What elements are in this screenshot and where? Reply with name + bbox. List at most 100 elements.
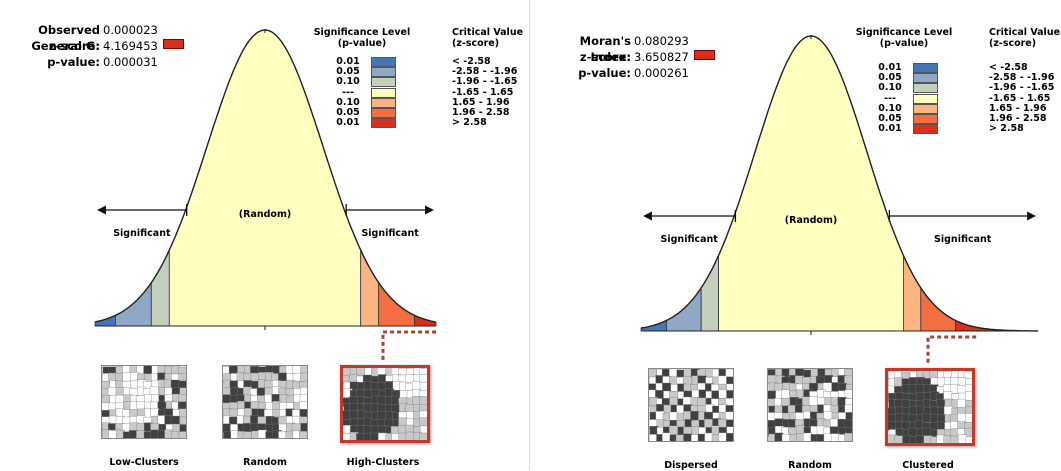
map-polygon: [844, 389, 852, 399]
map-polygon: [419, 417, 427, 427]
map-polygon: [718, 389, 728, 399]
significant-right-label: Significant: [361, 228, 419, 239]
legend-swatch: [913, 114, 938, 124]
map-polygon: [149, 386, 159, 396]
legend-swatch: [371, 87, 396, 98]
pattern-map-random: [767, 368, 853, 442]
map-polygon: [915, 435, 925, 443]
right-significant-arrow: [888, 210, 1036, 222]
legend-row: 0.05 1.96 - 2.58: [854, 113, 1061, 124]
curve-band: [700, 255, 719, 332]
significant-right-label: Significant: [934, 234, 992, 245]
significance-legend: Significance Level (p-value) Critical Va…: [854, 27, 1061, 147]
legend-pvalue: 0.01: [878, 123, 902, 135]
legend-zrange: > 2.58: [989, 123, 1024, 135]
stat-value: 3.650827: [634, 50, 689, 64]
legend-swatch: [371, 77, 396, 88]
legend-zrange: -2.58 - -1.96: [989, 72, 1055, 84]
legend-swatch: [913, 83, 938, 94]
legend-swatch: [913, 124, 938, 135]
map-polygon: [178, 393, 186, 403]
legend-zrange: 1.96 - 2.58: [989, 113, 1047, 124]
pattern-map-label: Random: [788, 460, 832, 471]
pattern-map-cluster: [340, 365, 430, 443]
legend-header-critical: Critical Value: [989, 27, 1061, 38]
random-label: (Random): [239, 209, 291, 220]
significant-left-label: Significant: [113, 228, 171, 239]
legend-zrange: < -2.58: [452, 56, 491, 67]
legend-row: 0.01 < -2.58: [312, 56, 532, 67]
map-polygon: [922, 427, 932, 437]
legend-swatch: [913, 63, 938, 73]
legend-row: 0.10 1.65 - 1.96: [854, 103, 1061, 114]
map-polygon: [299, 431, 307, 438]
legend-row: 0.10 -1.96 - -1.65: [854, 82, 1061, 94]
map-polygon: [143, 366, 153, 375]
map-polygon: [704, 432, 714, 441]
curve-band: [150, 249, 170, 327]
pattern-map-label: Clustered: [902, 460, 954, 471]
map-polygon: [378, 432, 387, 440]
legend-swatch: [371, 67, 396, 78]
map-polygon: [816, 434, 825, 441]
legend-row: --- -1.65 - 1.65: [312, 87, 532, 98]
stat-p-value: p-value: 0.000261: [552, 65, 772, 81]
map-polygon: [726, 390, 733, 400]
map-polygon: [965, 391, 972, 401]
stat-label: z-score:: [48, 39, 100, 53]
map-polygon: [419, 381, 427, 391]
legend-row: 0.10 1.65 - 1.96: [312, 97, 532, 108]
legend-row: 0.05 -2.58 - -1.96: [854, 72, 1061, 84]
z-score-marker: [162, 39, 184, 49]
stat-value: 0.080293: [634, 34, 689, 48]
map-polygon: [717, 375, 727, 385]
legend-zrange: 1.65 - 1.96: [989, 102, 1047, 114]
legend-swatch: [371, 57, 396, 67]
stats-block: Observed General G: 0.000023 z-score: 4.…: [8, 22, 228, 70]
legend-pvalue: 0.05: [336, 66, 360, 78]
legend-pvalue: 0.10: [336, 76, 360, 88]
map-polygon: [915, 384, 925, 394]
map-polygon: [300, 372, 307, 382]
map-polygon: [781, 434, 791, 441]
legend-zrange: -1.96 - -1.65: [989, 82, 1055, 94]
legend-pvalue: ---: [342, 86, 354, 98]
pattern-map-label: Dispersed: [664, 460, 718, 471]
map-polygon: [683, 433, 693, 441]
legend-pvalue: 0.01: [336, 117, 360, 129]
legend-header-significance: Significance Level: [855, 27, 953, 38]
map-polygon: [957, 398, 966, 408]
general-g-report-panel: Observed General G: 0.000023 z-score: 4.…: [0, 0, 525, 470]
map-polygon: [390, 395, 400, 405]
map-polygon: [223, 423, 232, 433]
legend-swatch: [371, 118, 396, 129]
map-polygon: [419, 396, 427, 406]
legend-pvalue: 0.01: [336, 56, 360, 67]
map-polygon: [649, 426, 659, 436]
map-polygon: [179, 408, 186, 418]
legend-header-zscore: (z-score): [452, 38, 500, 49]
map-polygon: [108, 430, 118, 438]
stat-label: Moran's Index:: [579, 34, 631, 64]
map-polygon: [136, 430, 146, 438]
legend-pvalue: 0.05: [336, 107, 360, 118]
map-polygon: [170, 415, 180, 425]
pattern-map-label: Random: [243, 457, 287, 468]
map-polygon: [370, 432, 379, 440]
map-polygon: [115, 387, 125, 397]
map-polygon: [405, 431, 415, 440]
legend-row: 0.01 > 2.58: [312, 117, 532, 129]
map-polygon: [888, 421, 897, 431]
legend-zrange: < -2.58: [989, 62, 1028, 73]
legend-zrange: > 2.58: [452, 117, 487, 129]
map-polygon: [929, 371, 939, 380]
map-polygon: [950, 435, 959, 443]
stat-z-score: z-score: 3.650827: [552, 49, 772, 65]
legend-row: --- -1.65 - 1.65: [854, 93, 1061, 104]
z-score-marker: [693, 50, 715, 60]
map-polygon: [662, 432, 671, 441]
map-polygon: [726, 433, 733, 441]
stat-label: p-value:: [47, 55, 100, 69]
pattern-map-low: [101, 365, 187, 439]
map-polygon: [830, 418, 839, 428]
